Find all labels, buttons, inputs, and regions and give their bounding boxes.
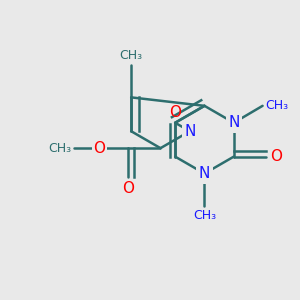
- Text: N: N: [228, 115, 239, 130]
- Text: N: N: [199, 166, 210, 181]
- Text: CH₃: CH₃: [193, 209, 216, 222]
- Text: O: O: [169, 105, 181, 120]
- Text: O: O: [270, 149, 282, 164]
- Text: CH₃: CH₃: [48, 142, 71, 155]
- Text: CH₃: CH₃: [120, 49, 143, 62]
- Text: CH₃: CH₃: [266, 99, 289, 112]
- Text: N: N: [184, 124, 196, 139]
- Text: O: O: [94, 141, 106, 156]
- Text: O: O: [122, 182, 134, 196]
